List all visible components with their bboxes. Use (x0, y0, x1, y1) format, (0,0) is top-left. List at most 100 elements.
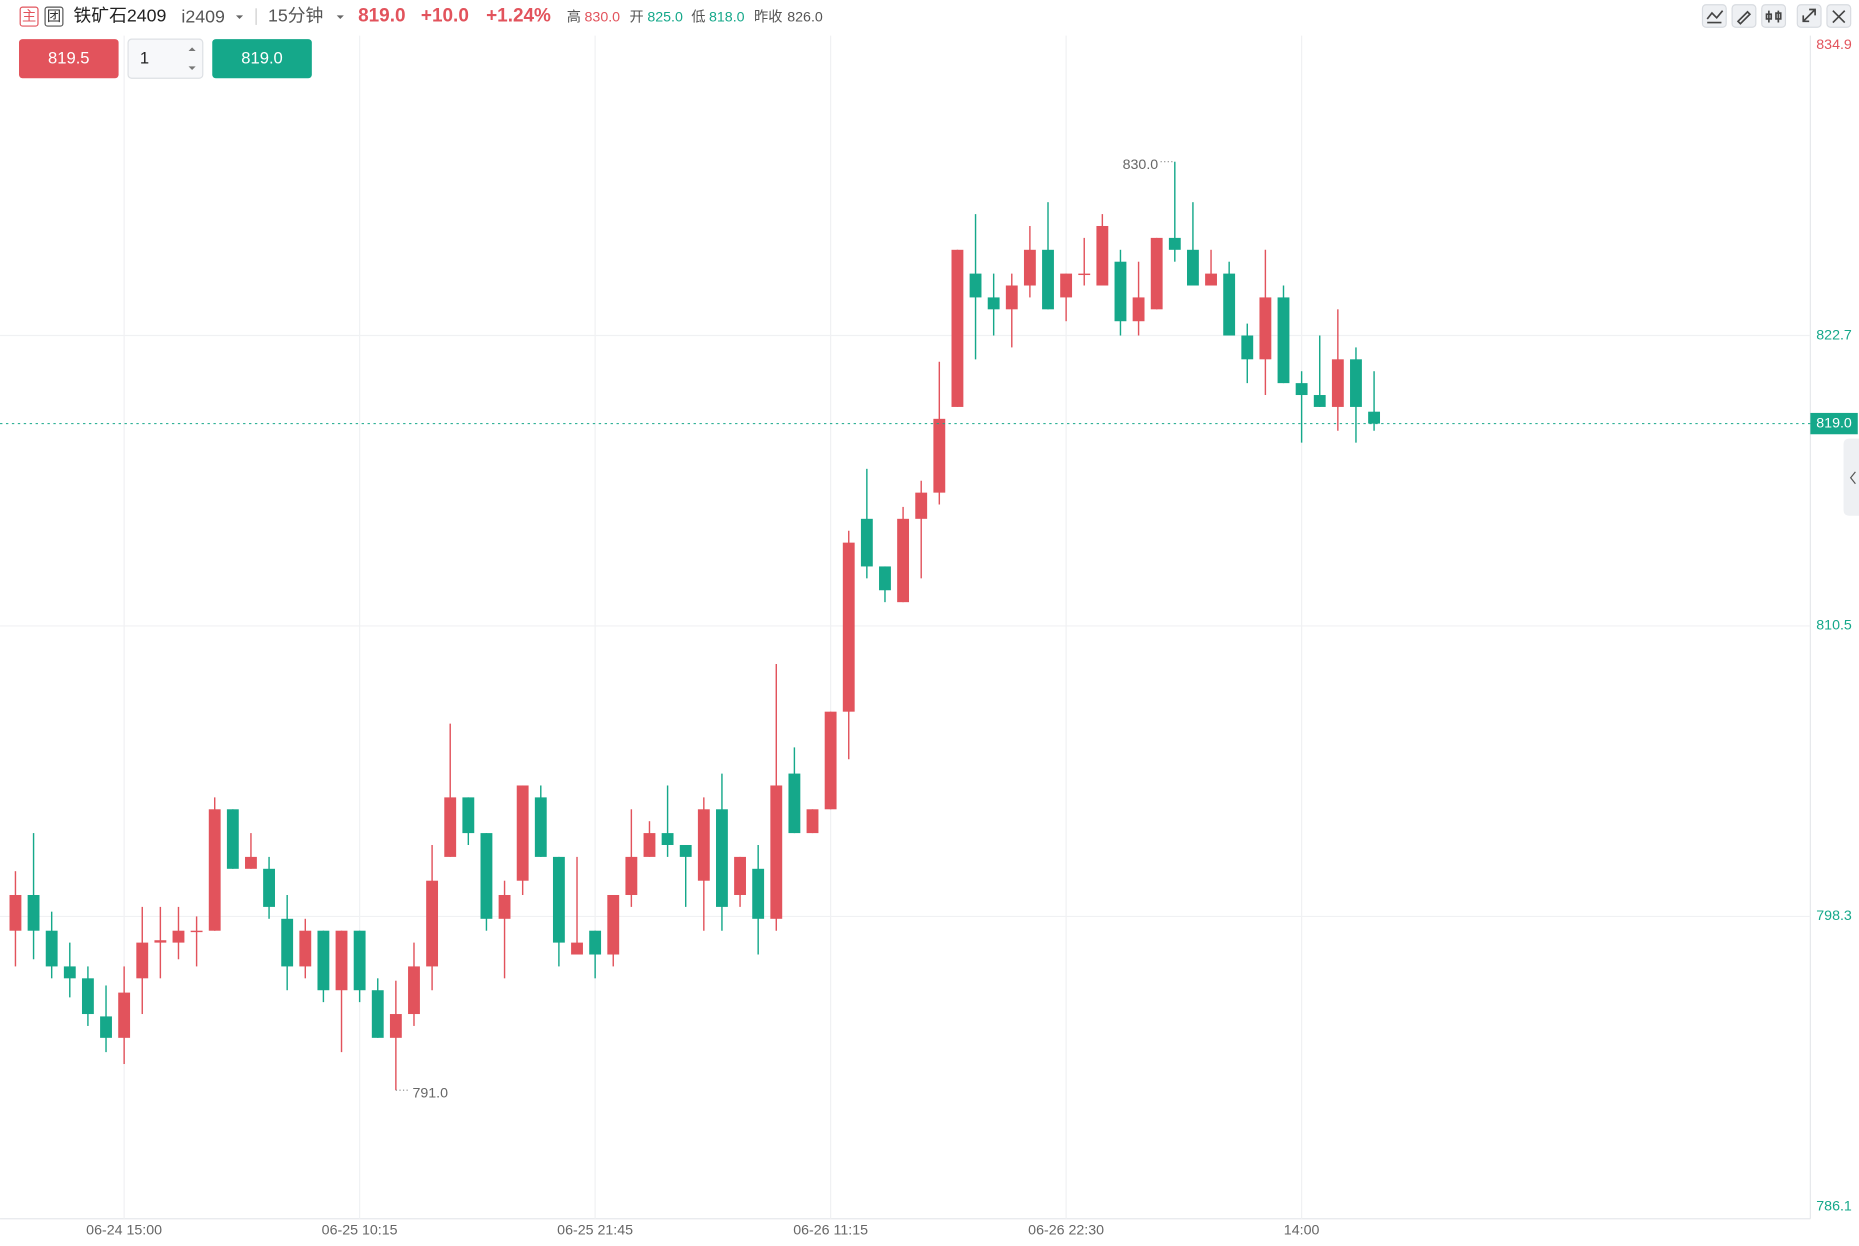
low-value: 818.0 (709, 10, 745, 26)
candle-body (353, 930, 366, 991)
x-tick-label: 14:00 (1284, 1222, 1320, 1238)
candle-body (462, 797, 475, 834)
tag-main: 主 (22, 8, 36, 25)
buy-button[interactable] (212, 39, 312, 79)
candle-body (951, 249, 964, 407)
candle-body (716, 809, 728, 907)
candle-body (1295, 383, 1308, 396)
tag-group-box (44, 6, 64, 27)
candle-body (371, 990, 384, 1038)
candle-body (190, 930, 203, 933)
candle-body (9, 894, 22, 931)
candle-body (498, 894, 511, 919)
candle-body (81, 978, 94, 1015)
candle-body (263, 868, 275, 907)
toolbar-glyphs (1706, 8, 1846, 25)
candle-body (734, 856, 746, 895)
candle-body (1168, 237, 1181, 250)
tag-group: 团 (47, 9, 61, 25)
candle-body (1259, 297, 1272, 360)
candle-body (589, 930, 602, 955)
candle-body (897, 518, 910, 603)
candle-body (661, 833, 674, 845)
candle-body (770, 785, 783, 919)
candle-body (1277, 297, 1290, 384)
candle-body (1114, 261, 1127, 322)
y-tick-label: 798.3 (1816, 908, 1852, 924)
y-tick-label: 786.1 (1816, 1199, 1852, 1215)
candle-body (1368, 411, 1381, 424)
prev-label: 昨收 (754, 9, 782, 26)
last-price-label: 819.0 (1816, 415, 1852, 431)
dropdown-arrow (336, 15, 344, 19)
candle-body (299, 930, 312, 967)
candle-body (1205, 273, 1217, 286)
candle-body (1331, 359, 1344, 407)
candle-body (1132, 297, 1145, 322)
candle-body (607, 894, 620, 955)
candle-body (1078, 273, 1091, 276)
candle-body (625, 856, 638, 895)
buy-price[interactable]: 819.0 (241, 49, 282, 68)
candle-body (679, 844, 692, 857)
candle-body (987, 297, 1000, 310)
candle-body (752, 868, 765, 919)
high-value: 830.0 (585, 10, 621, 26)
y-tick-label: 810.5 (1816, 618, 1852, 634)
candle-body (1023, 249, 1036, 286)
candle-body (571, 942, 583, 955)
candle-body (1223, 273, 1236, 336)
candle-body (208, 809, 221, 931)
plot: 786.1 798.3 810.5 822.7 834.9 06-24 15:00 06-2… (0, 35, 1858, 1238)
candle-body (1186, 249, 1199, 286)
candle-body (226, 809, 239, 869)
last-price-box (1810, 412, 1858, 435)
candle-body (860, 518, 873, 567)
candle-body (335, 930, 348, 991)
period[interactable]: 15分钟 (268, 5, 323, 25)
instrument-code[interactable]: i2409 (181, 6, 225, 26)
max-label: 830.0 (1123, 157, 1159, 173)
qty-input[interactable] (127, 38, 204, 79)
x-tick-label: 06-25 21:45 (557, 1222, 633, 1238)
candle-body (806, 809, 819, 834)
dropdown-arrow (235, 15, 244, 19)
candle-body (824, 711, 837, 810)
candle-body (1150, 237, 1163, 310)
last-price: 819.0 (358, 6, 405, 27)
y-tick-label: 834.9 (1816, 37, 1852, 53)
prev-value: 826.0 (787, 10, 823, 26)
qty[interactable]: 1 (140, 49, 149, 68)
candle-body (915, 492, 928, 519)
candle-body (45, 930, 58, 967)
sell-button[interactable] (19, 39, 119, 79)
tool-button[interactable] (1761, 4, 1787, 28)
candle-body (1060, 273, 1073, 298)
x-tick-label: 06-26 22:30 (1028, 1222, 1104, 1238)
instrument-name[interactable]: 铁矿石2409 (74, 5, 167, 25)
candle-body (63, 966, 76, 979)
candle-body (172, 930, 185, 943)
x-tick-label: 06-24 15:00 (86, 1222, 162, 1238)
low-label: 低 (691, 9, 705, 26)
candle-body (154, 940, 167, 943)
candle-body (1241, 335, 1254, 360)
candle-body (879, 566, 891, 591)
change: +10.0 (421, 6, 469, 27)
candle-body (480, 833, 493, 919)
candle-body (516, 785, 529, 881)
x-tick-label: 06-25 10:15 (322, 1222, 398, 1238)
candle-body (245, 856, 257, 869)
candle-body (389, 1014, 402, 1038)
side-tab-arrow (1849, 471, 1856, 485)
open-value: 825.0 (647, 10, 683, 26)
candle-body (842, 542, 855, 712)
candle-body (552, 856, 565, 943)
candle-body (426, 880, 439, 967)
open-label: 开 (630, 10, 644, 26)
x-tick-label: 06-26 11:15 (793, 1222, 868, 1238)
high-label: 高 (567, 9, 581, 26)
sell-price[interactable]: 819.5 (48, 49, 89, 68)
min-label: 791.0 (412, 1086, 448, 1102)
